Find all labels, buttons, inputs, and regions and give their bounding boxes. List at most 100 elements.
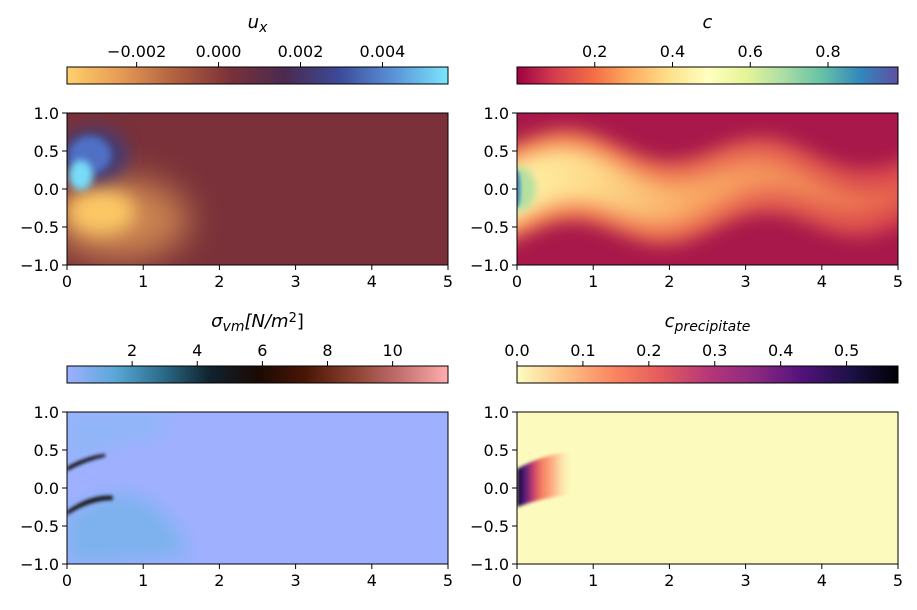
- colorbar-title: c: [703, 12, 713, 33]
- title-part: c: [703, 12, 713, 33]
- x-tick-label: 5: [893, 272, 903, 291]
- colorbar-title: σvm[N/m2]: [211, 311, 304, 335]
- colorbar-gradient: [66, 66, 449, 85]
- colorbar-gradient: [516, 365, 899, 384]
- y-tick-label: −0.5: [470, 517, 509, 536]
- x-tick-label: 3: [741, 272, 751, 291]
- x-tick-label: 3: [291, 571, 301, 590]
- colorbar-tick-label: 10: [382, 341, 402, 360]
- title-part: 2: [289, 311, 297, 326]
- panel-1: 0 1 2 3 4 5 −1.0 −0.5 0.0 0.5 1.0 −0.002 0.000 0.002 0…: [20, 12, 453, 291]
- x-tick-label: 1: [138, 272, 148, 291]
- x-tick-label: 2: [664, 571, 674, 590]
- field-lower-streak: [67, 495, 113, 516]
- x-tick-label: 0: [62, 272, 72, 291]
- x-tick-label: 3: [291, 272, 301, 291]
- x-tick-label: 2: [214, 571, 224, 590]
- field-precipitate-fan: [517, 451, 575, 507]
- heatmap-area: [517, 412, 898, 564]
- y-tick-label: 1.0: [34, 403, 59, 422]
- title-part: ]: [297, 311, 304, 332]
- colorbar: 2 4 6 8 10 σvm[N/m2]: [66, 311, 449, 384]
- title-part: vm: [223, 319, 245, 335]
- heatmap-area: [67, 113, 448, 265]
- x-tick-label: 1: [588, 272, 598, 291]
- colorbar: 0.0 0.1 0.2 0.3 0.4 0.5 cprecipitate: [504, 311, 899, 384]
- x-tick-label: 0: [62, 571, 72, 590]
- x-tick-label: 1: [138, 571, 148, 590]
- field-upper-streak: [67, 453, 106, 472]
- y-tick-label: 1.0: [34, 104, 59, 123]
- y-tick-label: 0.0: [34, 479, 59, 498]
- title-part: precipitate: [674, 319, 751, 335]
- y-tick-label: 1.0: [484, 403, 509, 422]
- y-tick-label: 0.0: [34, 180, 59, 199]
- colorbar-tick-label: 0.5: [834, 341, 859, 360]
- field-upper-fan: [67, 412, 174, 466]
- x-tick-label: 2: [214, 272, 224, 291]
- x-tick-label: 5: [443, 571, 453, 590]
- panel-2: 0 1 2 3 4 5 −1.0 −0.5 0.0 0.5 1.0 0.2 0.4 0.6 0.8 c: [470, 12, 903, 291]
- colorbar: −0.002 0.000 0.002 0.004 ux: [66, 12, 449, 85]
- x-tick-label: 5: [443, 272, 453, 291]
- y-tick-label: −0.5: [20, 218, 59, 237]
- panel-4: 0 1 2 3 4 5−1.0−0.50.00.51.00.0 0.1 0.2 0.3 0.4 0.…: [470, 311, 903, 590]
- y-tick-label: 0.5: [484, 142, 509, 161]
- y-tick-label: 0.0: [484, 180, 509, 199]
- y-tick-label: 0.5: [34, 142, 59, 161]
- colorbar-gradient: [516, 66, 899, 85]
- field-positive-core: [67, 189, 136, 235]
- x-tick-label: 0: [512, 571, 522, 590]
- field-background: [517, 412, 898, 564]
- x-tick-label: 4: [817, 272, 827, 291]
- colorbar-tick-label: 0.002: [278, 42, 324, 61]
- x-tick-label: 1: [588, 571, 598, 590]
- y-tick-label: 0.5: [34, 441, 59, 460]
- field-inlet-blue: [517, 170, 521, 208]
- colorbar-tick-label: 0.8: [815, 42, 840, 61]
- y-tick-label: −0.5: [470, 218, 509, 237]
- heatmap-area: [517, 113, 898, 265]
- title-part: c: [665, 311, 675, 332]
- x-tick-label: 0: [512, 272, 522, 291]
- x-tick-label: 2: [664, 272, 674, 291]
- colorbar-title: ux: [248, 12, 268, 36]
- colorbar-tick-label: 2: [127, 341, 137, 360]
- x-tick-label: 4: [817, 571, 827, 590]
- colorbar-gradient: [66, 365, 449, 384]
- colorbar-tick-label: 0.2: [582, 42, 607, 61]
- colorbar-tick-label: 0.4: [660, 42, 685, 61]
- field-inlet-green: [517, 166, 537, 212]
- colorbar-tick-label: −0.002: [107, 42, 166, 61]
- colorbar-title: cprecipitate: [665, 311, 751, 335]
- field-lower-fan: [67, 493, 189, 564]
- colorbar: 0.2 0.4 0.6 0.8 c: [516, 12, 899, 85]
- x-tick-label: 5: [893, 571, 903, 590]
- colorbar-tick-label: 0.4: [768, 341, 793, 360]
- colorbar-tick-label: 0.004: [360, 42, 406, 61]
- y-tick-label: −0.5: [20, 517, 59, 536]
- colorbar-tick-label: 8: [322, 341, 332, 360]
- y-tick-label: −1.0: [470, 555, 509, 574]
- x-tick-label: 4: [367, 272, 377, 291]
- field-inner-band: [517, 147, 898, 225]
- panel-3: 0 1 2 3 4 5 −1.0 −0.5 0.0 0.5 1.0 2 4 6 8 10 σvm[N/m2]: [20, 311, 453, 590]
- heatmap-area: [67, 412, 448, 564]
- x-tick-label: 3: [741, 571, 751, 590]
- colorbar-tick-label: 0.000: [196, 42, 242, 61]
- y-tick-label: −1.0: [20, 555, 59, 574]
- title-part: [N/m: [244, 311, 288, 332]
- y-tick-label: −1.0: [470, 256, 509, 275]
- y-tick-label: 1.0: [484, 104, 509, 123]
- colorbar-tick-label: 6: [257, 341, 267, 360]
- y-tick-label: −1.0: [20, 256, 59, 275]
- y-tick-label: 0.0: [484, 479, 509, 498]
- y-tick-label: 0.5: [484, 441, 509, 460]
- x-tick-label: 4: [367, 571, 377, 590]
- colorbar-tick-label: 0.6: [738, 42, 763, 61]
- colorbar-tick-label: 0.0: [504, 341, 529, 360]
- colorbar-tick-label: 0.3: [702, 341, 727, 360]
- title-part: x: [258, 20, 268, 36]
- colorbar-tick-label: 4: [192, 341, 202, 360]
